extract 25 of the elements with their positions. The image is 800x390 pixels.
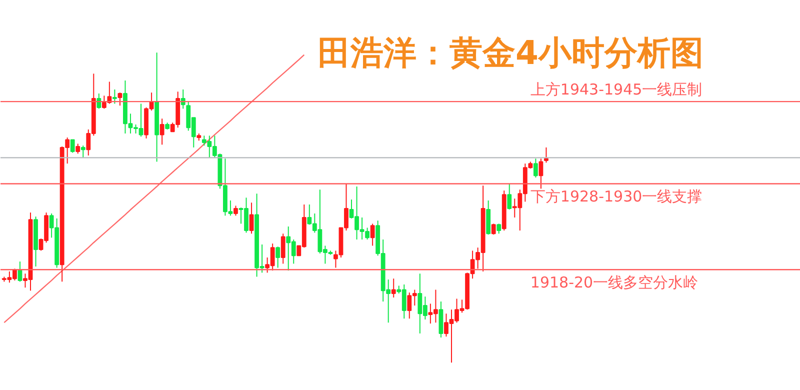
candlestick [533,158,538,178]
candlestick [507,183,512,210]
candlestick [70,139,75,154]
ref-line-label: 1918-20一线多空分水岭 [530,274,698,292]
candlestick [538,158,544,190]
candlestick [76,143,80,154]
candlestick [438,301,444,338]
ref-line-label: 上方1943-1945一线压制 [530,80,702,99]
candlestick [370,223,375,246]
candlestick [391,278,396,298]
candlestick [249,202,254,234]
candlestick [112,88,117,104]
candlestick [496,223,502,234]
candlestick [276,246,280,268]
candlestick [234,205,238,216]
candlestick [96,93,102,110]
candlestick [118,92,122,106]
candlestick [280,233,286,264]
ref-line-label: 下方1928-1930一线支撑 [530,188,702,206]
chart-title: 田浩洋：黄金4小时分析图 [318,33,704,72]
candlestick [544,146,548,164]
candlestick [18,261,22,282]
candlestick [160,118,164,146]
candlestick [80,145,86,158]
candlestick [491,223,496,236]
